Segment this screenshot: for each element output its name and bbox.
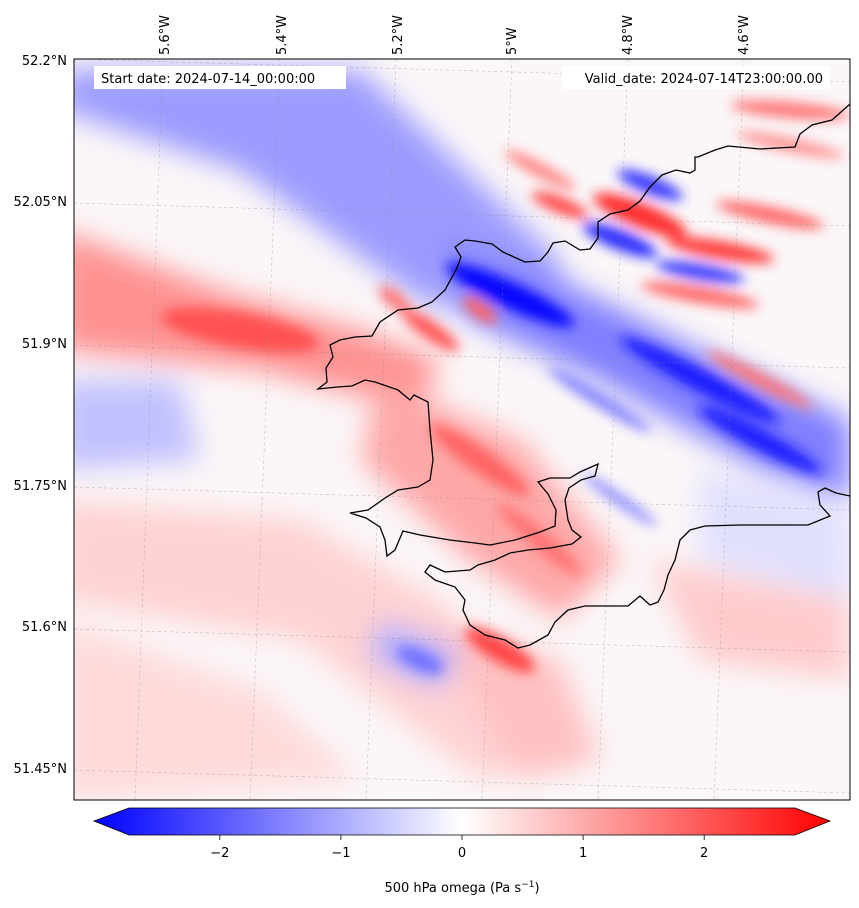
- colorbar-tick-label: −2: [210, 846, 229, 861]
- start-date-box: [94, 66, 346, 89]
- lon-label: 5.4°W: [275, 15, 290, 55]
- valid-date-label: Valid_date: 2024-07-14T23:00:00.00: [585, 72, 823, 87]
- lat-label: 52.2°N: [22, 54, 67, 69]
- colorbar-ticks: −2 −1 0 1 2: [210, 835, 708, 861]
- coastline: [315, 103, 850, 649]
- lon-label: 5.6°W: [158, 15, 173, 55]
- lat-label: 51.75°N: [14, 479, 67, 494]
- graticule: [74, 59, 850, 800]
- lon-label: 4.6°W: [737, 15, 752, 55]
- colorbar-body: [92, 807, 832, 836]
- lon-label: 5.2°W: [391, 15, 406, 55]
- omega-field: [74, 59, 850, 800]
- latitude-labels: 52.2°N 52.05°N 51.9°N 51.75°N 51.6°N 51.…: [14, 54, 67, 777]
- lon-label: 5°W: [505, 27, 520, 55]
- longitude-labels: 5.6°W 5.4°W 5.2°W 5°W 4.8°W 4.6°W: [158, 15, 752, 55]
- colorbar-tick-label: −1: [331, 846, 350, 861]
- colorbar-tick-label: 2: [700, 846, 708, 861]
- valid-date-box: [562, 66, 830, 89]
- lat-label: 52.05°N: [14, 195, 67, 210]
- colorbar-label: 500 hPa omega (Pa s−1): [384, 880, 539, 896]
- colorbar-tick-label: 1: [579, 846, 587, 861]
- colorbar-tick-label: 0: [458, 846, 466, 861]
- lat-label: 51.9°N: [22, 337, 67, 352]
- lat-label: 51.6°N: [22, 620, 67, 635]
- map-frame: [73, 58, 851, 801]
- lon-label: 4.8°W: [621, 15, 636, 55]
- colorbar: −2 −1 0 1 2 500 hPa omega (Pa s−1): [92, 807, 832, 896]
- lat-label: 51.45°N: [14, 762, 67, 777]
- start-date-label: Start date: 2024-07-14_00:00:00: [101, 72, 315, 87]
